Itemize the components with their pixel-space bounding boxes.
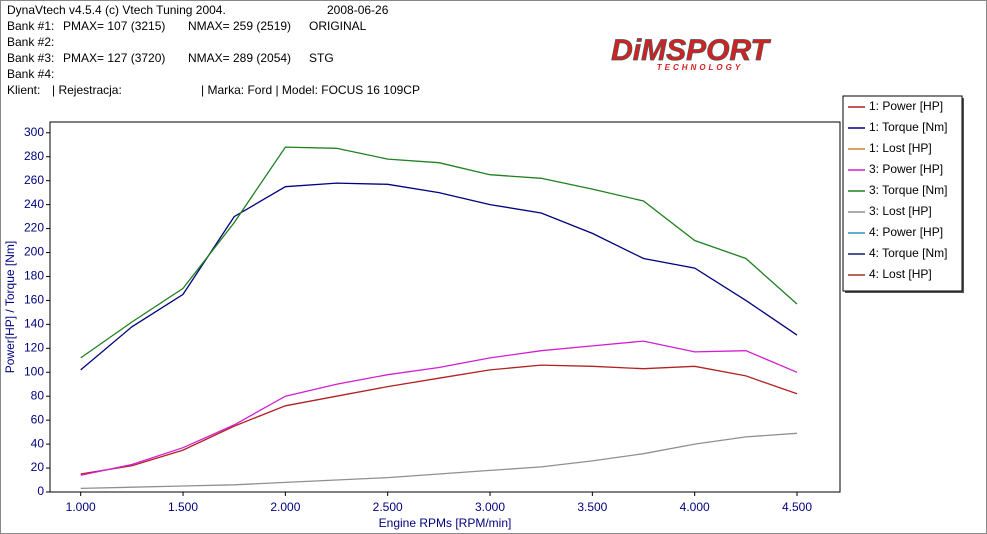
y-tick-label: 160 (24, 293, 44, 307)
y-tick-label: 140 (24, 317, 44, 331)
client: | Rejestracja: (52, 83, 122, 97)
bank-label: Bank #2: (7, 35, 54, 49)
x-tick-label: 2.000 (270, 500, 300, 514)
plot-area (49, 121, 841, 493)
series-line (80, 364, 798, 475)
series-line (80, 146, 798, 359)
y-tick-label: 80 (31, 388, 45, 402)
bank-nmax: NMAX= 259 (2519) (188, 19, 291, 33)
logo-sub: TECHNOLOGY (657, 63, 743, 72)
y-tick-label: 180 (24, 269, 44, 283)
bank-pmax: PMAX= 107 (3215) (63, 19, 165, 33)
series-line (80, 432, 798, 490)
legend-label: 1: Lost [HP] (869, 141, 932, 155)
y-tick-label: 60 (31, 412, 45, 426)
x-tick-label: 4.000 (680, 500, 710, 514)
legend-label: 3: Lost [HP] (869, 204, 932, 218)
y-tick-label: 280 (24, 149, 44, 163)
client: Klient: (7, 83, 40, 97)
bank-label: Bank #3: (7, 51, 54, 65)
y-tick-label: 0 (37, 484, 44, 498)
y-tick-label: 260 (24, 173, 44, 187)
series-line (80, 340, 798, 476)
logo: DiMSPORT (611, 34, 771, 67)
y-tick-label: 220 (24, 221, 44, 235)
x-tick-label: 3.500 (577, 500, 607, 514)
y-axis-label: Power[HP] / Torque [Nm] (3, 241, 17, 374)
x-tick-label: 1.500 (168, 500, 198, 514)
legend-label: 4: Lost [HP] (869, 267, 932, 281)
bank-label: Bank #4: (7, 67, 54, 81)
software: DynaVtech v4.5.4 (c) Vtech Tuning 2004. (7, 3, 226, 17)
x-tick-label: 3.000 (475, 500, 505, 514)
y-tick-label: 300 (24, 125, 44, 139)
bank-note: ORIGINAL (309, 19, 367, 33)
legend-label: 3: Torque [Nm] (869, 183, 947, 197)
y-tick-label: 40 (31, 436, 45, 450)
bank-label: Bank #1: (7, 19, 54, 33)
x-tick-label: 1.000 (66, 500, 96, 514)
bank-pmax: PMAX= 127 (3720) (63, 51, 165, 65)
y-tick-label: 100 (24, 364, 44, 378)
y-tick-label: 200 (24, 245, 44, 259)
bank-note: STG (309, 51, 334, 65)
x-tick-label: 4.500 (782, 500, 812, 514)
x-axis-label: Engine RPMs [RPM/min] (379, 516, 512, 530)
date: 2008-06-26 (327, 3, 389, 17)
legend-label: 3: Power [HP] (869, 162, 943, 176)
x-tick-label: 2.500 (373, 500, 403, 514)
bank-nmax: NMAX= 289 (2054) (188, 51, 291, 65)
legend-label: 1: Torque [Nm] (869, 120, 947, 134)
series-line (80, 182, 798, 371)
y-tick-label: 120 (24, 340, 44, 354)
legend-label: 4: Power [HP] (869, 225, 943, 239)
y-tick-label: 240 (24, 197, 44, 211)
legend-label: 1: Power [HP] (869, 99, 943, 113)
y-tick-label: 20 (31, 460, 45, 474)
legend-label: 4: Torque [Nm] (869, 246, 947, 260)
client: | Marka: Ford | Model: FOCUS 16 109CP (201, 83, 420, 97)
